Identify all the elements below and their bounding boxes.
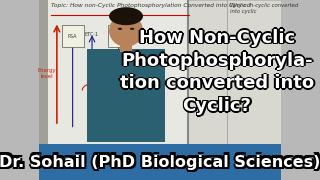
Bar: [188, 0, 281, 144]
Text: Dr. Sohail (PhD Biological Sciences): Dr. Sohail (PhD Biological Sciences): [0, 152, 320, 167]
Text: Dr. Sohail (PhD Biological Sciences): Dr. Sohail (PhD Biological Sciences): [1, 157, 320, 172]
Text: How Non-Cyclic
Photophosphoryla-
tion converted into
Cyclic?: How Non-Cyclic Photophosphoryla- tion co…: [120, 30, 314, 117]
Text: How Non-Cyclic
Photophosphoryla-
tion converted into
Cyclic?: How Non-Cyclic Photophosphoryla- tion co…: [118, 29, 312, 115]
Text: Dr. Sohail (PhD Biological Sciences): Dr. Sohail (PhD Biological Sciences): [0, 157, 319, 172]
Bar: [39, 0, 281, 144]
Ellipse shape: [109, 14, 143, 47]
Text: Why non-cyclic converted
into cyclic: Why non-cyclic converted into cyclic: [230, 3, 299, 13]
FancyBboxPatch shape: [62, 25, 84, 47]
Ellipse shape: [118, 28, 122, 30]
Text: Dr. Sohail (PhD Biological Sciences): Dr. Sohail (PhD Biological Sciences): [1, 152, 320, 167]
Text: How Non-Cyclic
Photophosphoryla-
tion converted into
Cyclic?: How Non-Cyclic Photophosphoryla- tion co…: [121, 28, 315, 114]
Bar: [39, 0, 48, 144]
Bar: [120, 41, 132, 52]
Text: Energy
level: Energy level: [38, 68, 56, 79]
Text: How Non-Cyclic
Photophosphoryla-
tion converted into
Cyclic?: How Non-Cyclic Photophosphoryla- tion co…: [119, 28, 313, 114]
FancyBboxPatch shape: [108, 25, 130, 47]
Text: How Non-Cyclic
Photophosphoryla-
tion converted into
Cyclic?: How Non-Cyclic Photophosphoryla- tion co…: [119, 30, 313, 116]
Text: PSB: PSB: [114, 33, 124, 39]
Text: Dr. Sohail (PhD Biological Sciences): Dr. Sohail (PhD Biological Sciences): [0, 152, 319, 167]
Ellipse shape: [109, 7, 143, 25]
Text: Topic: How non-Cyclic Photophosphorylation Converted into Cyclic ?: Topic: How non-Cyclic Photophosphorylati…: [51, 3, 251, 8]
Text: How Non-Cyclic
Photophosphoryla-
tion converted into
Cyclic?: How Non-Cyclic Photophosphoryla- tion co…: [122, 29, 316, 115]
Ellipse shape: [130, 28, 134, 30]
Text: ETC-1: ETC-1: [85, 32, 99, 37]
Bar: [39, 144, 281, 180]
Text: How Non-Cyclic
Photophosphoryla-
tion converted into
Cyclic?: How Non-Cyclic Photophosphoryla- tion co…: [120, 27, 314, 114]
Text: How Non-Cyclic
Photophosphoryla-
tion converted into
Cyclic?: How Non-Cyclic Photophosphoryla- tion co…: [120, 29, 314, 115]
Text: Dr. Sohail (PhD Biological Sciences): Dr. Sohail (PhD Biological Sciences): [1, 154, 320, 170]
Text: Dr. Sohail (PhD Biological Sciences): Dr. Sohail (PhD Biological Sciences): [0, 154, 320, 170]
FancyBboxPatch shape: [87, 49, 165, 142]
Text: PSA: PSA: [68, 33, 77, 39]
Text: How Non-Cyclic
Photophosphoryla-
tion converted into
Cyclic?: How Non-Cyclic Photophosphoryla- tion co…: [121, 30, 315, 116]
Text: Dr. Sohail (PhD Biological Sciences): Dr. Sohail (PhD Biological Sciences): [0, 157, 320, 172]
Text: Dr. Sohail (PhD Biological Sciences): Dr. Sohail (PhD Biological Sciences): [0, 154, 319, 170]
